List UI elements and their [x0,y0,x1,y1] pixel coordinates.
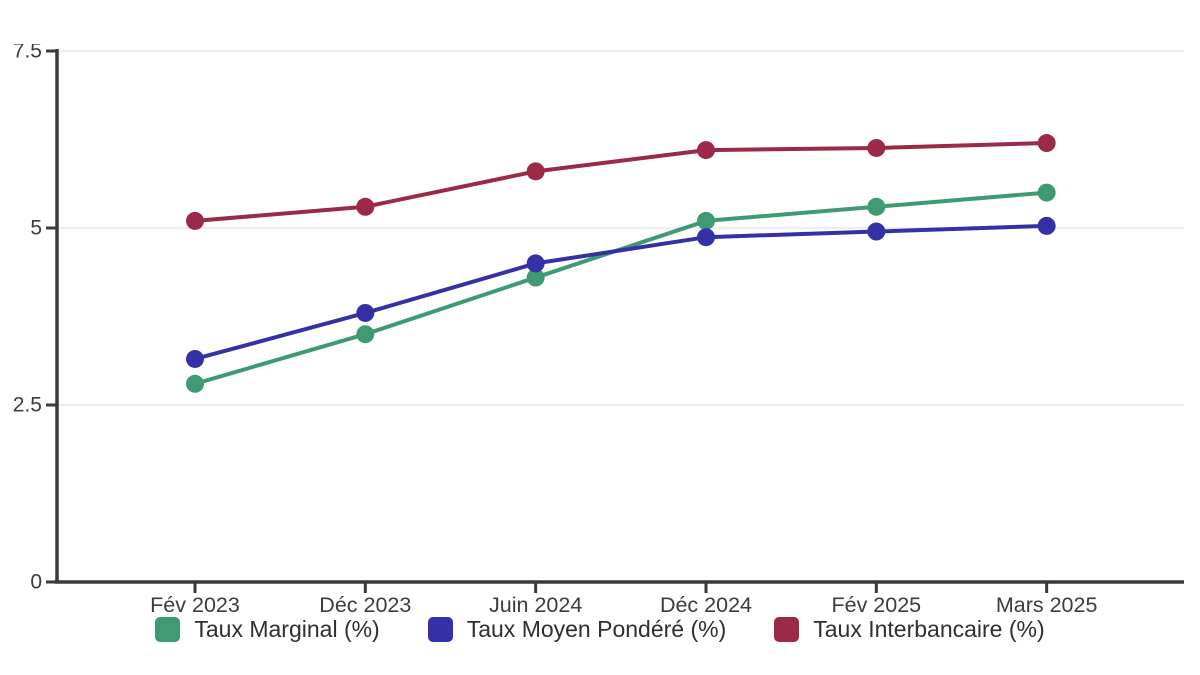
data-point-s2-1[interactable] [356,197,375,216]
chart-legend: Taux Marginal (%) Taux Moyen Pondéré (%) T… [0,616,1200,643]
data-point-s1-1[interactable] [356,303,375,322]
data-point-s0-0[interactable] [186,374,204,393]
data-point-s1-3[interactable] [696,228,715,247]
legend-label: Taux Moyen Pondéré (%) [466,616,727,642]
x-tick-label-3: Déc 2024 [660,593,752,617]
data-point-s1-5[interactable] [1037,216,1056,235]
series-line-1 [193,223,1049,361]
data-point-s2-3[interactable] [696,141,715,160]
data-point-s2-2[interactable] [526,162,545,181]
x-tick-label-2: Juin 2024 [489,593,582,617]
data-point-s0-3[interactable] [696,211,715,230]
legend-label: Taux Interbancaire (%) [813,616,1045,642]
series-line-0 [193,190,1049,386]
legend-item-0[interactable]: Taux Marginal (%) [155,616,380,643]
data-point-s0-1[interactable] [356,325,375,344]
y-tick-label-0: 0 [30,571,42,594]
legend-item-2[interactable]: Taux Interbancaire (%) [774,616,1045,643]
data-point-s1-4[interactable] [867,222,886,241]
data-point-s0-5[interactable] [1037,183,1056,202]
legend-swatch-icon [427,617,453,642]
data-point-s0-4[interactable] [867,197,886,216]
y-tick-label-5: 5 [30,217,42,240]
x-tick-label-5: Mars 2025 [996,593,1098,617]
data-point-s2-0[interactable] [186,211,204,230]
data-point-s1-0[interactable] [186,349,204,368]
legend-label: Taux Marginal (%) [194,616,380,642]
y-tick-label-7.5: 7.5 [13,44,42,63]
chart-plot-area: 0 2.5 5 7.5 Fév 2023 Déc 2023 Juin 2024 Déc 202… [0,44,1200,675]
x-tick-label-4: Fév 2025 [831,593,921,617]
data-point-s2-5[interactable] [1037,134,1056,153]
line-chart-canvas[interactable]: 0 2.5 5 7.5 Fév 2023 Déc 2023 Juin 2024 Déc 202… [0,44,1200,675]
legend-item-1[interactable]: Taux Moyen Pondéré (%) [427,616,727,643]
data-point-s2-4[interactable] [867,138,886,157]
legend-swatch-icon [155,617,181,642]
series-line-2 [193,141,1049,223]
data-point-s1-2[interactable] [526,254,545,273]
x-tick-label-0: Fév 2023 [150,593,240,617]
data-point-s0-2[interactable] [526,268,545,287]
x-tick-label-1: Déc 2023 [319,593,411,617]
legend-swatch-icon [774,617,800,642]
y-tick-label-2.5: 2.5 [13,394,42,417]
